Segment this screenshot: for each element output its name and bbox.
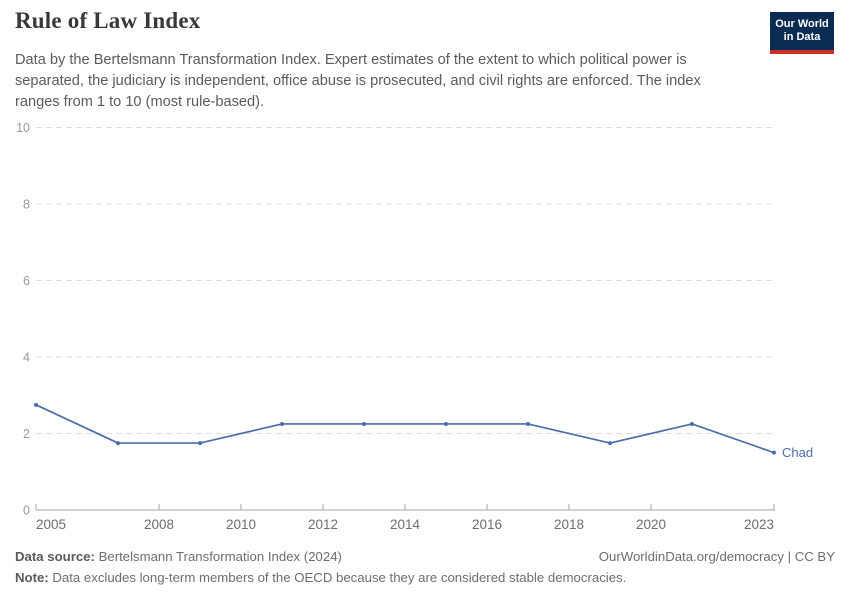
y-axis-tick-label-0: 0 (23, 504, 30, 518)
data-point-chad-2023[interactable] (772, 450, 776, 455)
x-axis-tick-label-2005: 2005 (36, 517, 66, 532)
note-value: Data excludes long-term members of the O… (52, 570, 627, 585)
line-chart: 0 2 4 6 8 10 2005 2008 2010 2012 2014 2016 2018 2020 2… (16, 121, 813, 532)
data-source-label: Data source: (15, 549, 95, 564)
x-axis-tick-label-2020: 2020 (636, 517, 666, 532)
data-point-chad-2013[interactable] (362, 421, 366, 426)
x-axis-tick-label-2018: 2018 (554, 517, 584, 532)
data-point-chad-2009[interactable] (198, 441, 202, 446)
x-axis-tick-label-2008: 2008 (144, 517, 174, 532)
data-point-chad-2015[interactable] (444, 421, 448, 426)
owid-logo[interactable]: Our World in Data (770, 12, 834, 54)
y-axis-tick-label-10: 10 (16, 121, 30, 135)
entity-label-chad[interactable]: Chad (782, 445, 813, 460)
data-source: Data source: Bertelsmann Transformation … (15, 547, 342, 566)
owid-logo-line1: Our World (775, 18, 829, 30)
data-point-chad-2005[interactable] (34, 402, 38, 407)
data-point-chad-2017[interactable] (526, 421, 530, 426)
owid-logo-line2: in Data (783, 31, 821, 43)
x-axis-tick-label-2016: 2016 (472, 517, 502, 532)
series-line-chad[interactable] (35, 403, 775, 454)
x-axis-tick-label-2023: 2023 (744, 517, 774, 532)
y-axis-tick-label-2: 2 (23, 427, 30, 441)
data-point-chad-2011[interactable] (280, 421, 284, 426)
x-axis-tick-label-2010: 2010 (226, 517, 256, 532)
data-point-chad-2019[interactable] (608, 441, 612, 446)
y-axis-tick-label-4: 4 (23, 351, 30, 365)
data-point-chad-2007[interactable] (116, 441, 120, 446)
note-label: Note: (15, 570, 49, 585)
data-source-value: Bertelsmann Transformation Index (2024) (98, 549, 342, 564)
x-axis-tick-label-2014: 2014 (390, 517, 421, 532)
chart-subtitle: Data by the Bertelsmann Transformation I… (15, 52, 701, 110)
license-link[interactable]: OurWorldinData.org/democracy | CC BY (598, 549, 835, 564)
data-point-chad-2021[interactable] (690, 421, 694, 426)
y-axis-tick-label-8: 8 (23, 198, 30, 212)
y-axis-tick-label-6: 6 (23, 274, 30, 288)
chart-note: Note: Data excludes long-term members of… (15, 568, 835, 587)
x-axis-tick-label-2012: 2012 (308, 517, 338, 532)
chart-footer: Data source: Bertelsmann Transformation … (15, 547, 835, 587)
page-title: Rule of Law Index (15, 8, 201, 33)
